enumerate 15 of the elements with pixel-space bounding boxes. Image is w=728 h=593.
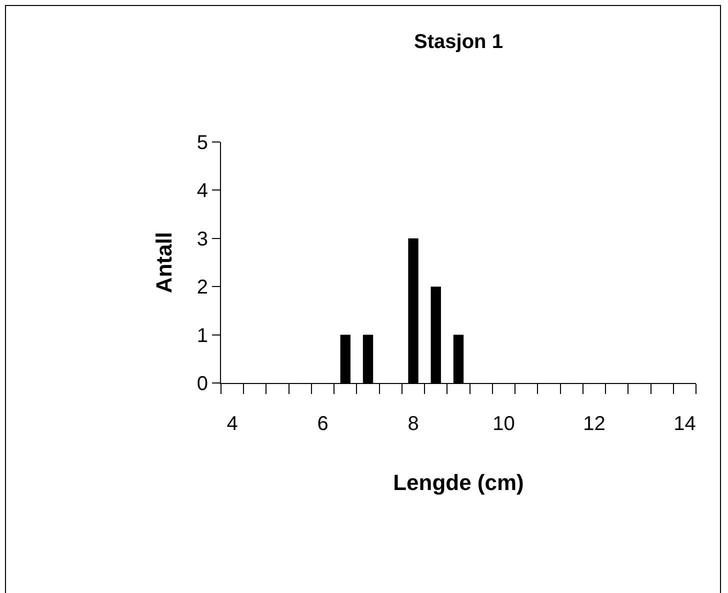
y-tick-label: 2 <box>196 276 208 299</box>
y-tick-label: 3 <box>196 228 208 250</box>
x-tick-label: 14 <box>674 413 696 435</box>
x-tick-label: 6 <box>317 413 328 435</box>
y-tick-label: 4 <box>196 180 208 202</box>
x-tick-label: 8 <box>408 413 419 435</box>
x-tick-label: 12 <box>583 413 606 435</box>
y-tick-label: 5 <box>196 132 208 154</box>
x-tick-label: 10 <box>492 413 515 435</box>
y-tick-label: 0 <box>196 373 208 395</box>
x-axis-title: Lengde (cm) <box>393 470 524 495</box>
y-axis-title: Antall <box>152 232 177 294</box>
chart-title: Stasjon 1 <box>414 31 503 54</box>
x-tick-label: 4 <box>226 413 238 435</box>
y-tick-label: 1 <box>196 324 208 347</box>
